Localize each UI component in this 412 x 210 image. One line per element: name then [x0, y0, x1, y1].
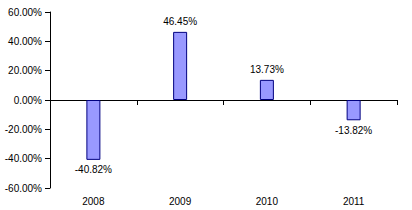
svg-text:40.00%: 40.00%: [8, 36, 42, 47]
svg-text:46.45%: 46.45%: [163, 16, 197, 27]
svg-text:2010: 2010: [256, 196, 279, 207]
svg-text:-40.82%: -40.82%: [75, 164, 112, 175]
svg-text:13.73%: 13.73%: [250, 64, 284, 75]
svg-text:-20.00%: -20.00%: [5, 124, 42, 135]
svg-text:60.00%: 60.00%: [8, 7, 42, 18]
svg-text:0.00%: 0.00%: [14, 95, 42, 106]
svg-text:20.00%: 20.00%: [8, 65, 42, 76]
svg-text:2011: 2011: [343, 196, 365, 207]
svg-text:2009: 2009: [169, 196, 192, 207]
svg-text:-60.00%: -60.00%: [5, 183, 42, 194]
svg-text:2008: 2008: [82, 196, 105, 207]
svg-text:-13.82%: -13.82%: [335, 125, 372, 136]
svg-text:-40.00%: -40.00%: [5, 153, 42, 164]
